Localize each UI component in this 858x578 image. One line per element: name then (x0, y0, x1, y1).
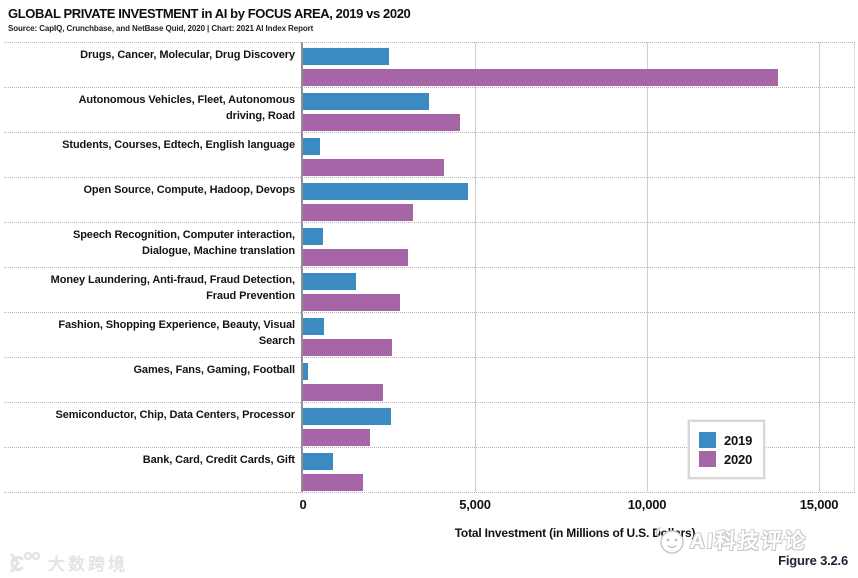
bar-2020 (303, 384, 383, 401)
bar-group (303, 88, 819, 132)
chart-row: Drugs, Cancer, Molecular, Drug Discovery (4, 42, 855, 87)
chart-row: Games, Fans, Gaming, Football (4, 357, 855, 402)
bar-group (303, 358, 819, 402)
category-label: Semiconductor, Chip, Data Centers, Proce… (55, 409, 295, 421)
bar-group (303, 133, 819, 177)
bar-group (303, 43, 819, 87)
bar-2020 (303, 339, 392, 356)
chart-row: Money Laundering, Anti-fraud, Fraud Dete… (4, 267, 855, 312)
bar-2020 (303, 114, 460, 131)
bar-group (303, 403, 819, 447)
chart-title: GLOBAL PRIVATE INVESTMENT in AI by FOCUS… (8, 6, 411, 21)
dashukuajing-watermark: 大数跨境 (8, 550, 128, 575)
bar-2020 (303, 159, 444, 176)
aikeji-watermark-text: AI科技评论 (689, 530, 808, 553)
bar-group (303, 178, 819, 222)
bar-2020 (303, 429, 370, 446)
chart-row: Autonomous Vehicles, Fleet, Autonomous d… (4, 87, 855, 132)
legend-swatch-2019 (699, 432, 716, 448)
bar-2019 (303, 363, 308, 380)
bar-2019 (303, 408, 391, 425)
bar-group (303, 448, 819, 492)
bar-2019 (303, 228, 323, 245)
dashukuajing-logo-icon (10, 551, 41, 572)
chart-row: Students, Courses, Edtech, English langu… (4, 132, 855, 177)
legend-swatch-2020 (699, 451, 716, 467)
legend-entry-2020: 2020 (699, 451, 752, 467)
bar-2020 (303, 249, 408, 266)
legend-box: 2019 2020 (688, 420, 766, 479)
bar-2019 (303, 453, 333, 470)
x-axis-tick: 10,000 (627, 497, 667, 512)
bar-2020 (303, 204, 413, 221)
x-axis-tick: 15,000 (799, 497, 839, 512)
chart-source-line: Source: CapIQ, Crunchbase, and NetBase Q… (8, 24, 314, 33)
bar-rows-container: Drugs, Cancer, Molecular, Drug Discovery… (4, 42, 855, 493)
chart-row: Speech Recognition, Computer interaction… (4, 222, 855, 267)
bar-2019 (303, 93, 429, 110)
bar-group (303, 223, 819, 267)
category-label: Drugs, Cancer, Molecular, Drug Discovery (80, 49, 295, 61)
bar-group (303, 268, 819, 312)
bar-2019 (303, 138, 320, 155)
bar-2020 (303, 294, 400, 311)
doodle-face-icon (655, 527, 684, 554)
category-label: Bank, Card, Credit Cards, Gift (142, 454, 295, 466)
x-axis-tick: 5,000 (459, 497, 491, 512)
bar-2019 (303, 48, 389, 65)
bar-2020 (303, 69, 778, 86)
x-axis-tick: 0 (299, 497, 307, 512)
bar-2019 (303, 318, 324, 335)
figure-number: Figure 3.2.6 (778, 553, 848, 568)
aikeji-watermark: AI科技评论 (650, 522, 808, 558)
category-label: Money Laundering, Anti-fraud, Fraud Dete… (50, 274, 295, 302)
legend-label-2019: 2019 (724, 432, 753, 448)
chart-row: Open Source, Compute, Hadoop, Devops (4, 177, 855, 222)
x-axis-title: Total Investment (in Millions of U.S. Do… (454, 526, 696, 540)
dashukuajing-watermark-text: 大数跨境 (48, 555, 128, 574)
category-label: Speech Recognition, Computer interaction… (72, 229, 295, 257)
chart-row: Fashion, Shopping Experience, Beauty, Vi… (4, 312, 855, 357)
legend-entry-2019: 2019 (699, 432, 752, 448)
bar-group (303, 313, 819, 357)
chart-row: Bank, Card, Credit Cards, Gift (4, 447, 855, 492)
bar-2019 (303, 273, 356, 290)
category-label: Students, Courses, Edtech, English langu… (62, 139, 295, 151)
chart-row: Semiconductor, Chip, Data Centers, Proce… (4, 402, 855, 447)
legend-label-2020: 2020 (724, 451, 753, 467)
category-label: Games, Fans, Gaming, Football (133, 364, 295, 376)
category-label: Open Source, Compute, Hadoop, Devops (83, 184, 295, 196)
bar-2020 (303, 474, 363, 491)
category-label: Autonomous Vehicles, Fleet, Autonomous d… (78, 94, 296, 122)
category-label: Fashion, Shopping Experience, Beauty, Vi… (58, 319, 295, 347)
bar-2019 (303, 183, 468, 200)
